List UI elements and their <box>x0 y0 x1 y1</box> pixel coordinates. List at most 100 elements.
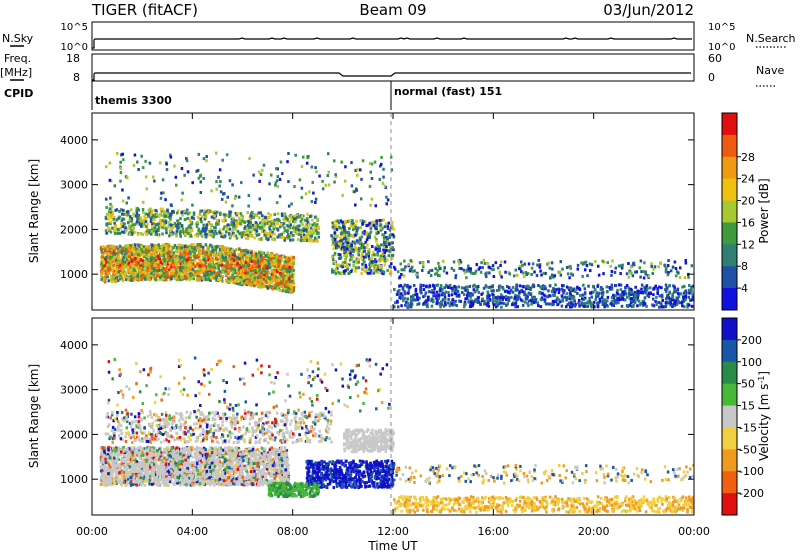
power-echo <box>210 261 214 265</box>
power-echo <box>179 217 182 221</box>
power-echo <box>384 248 388 252</box>
power-echo <box>233 281 237 285</box>
power-echo <box>196 168 200 172</box>
power-echo <box>195 243 199 247</box>
power-echo <box>105 212 109 216</box>
power-echo <box>281 272 284 276</box>
power-echo <box>117 270 121 274</box>
power-echo <box>108 255 112 259</box>
power-echo <box>572 298 576 302</box>
power-echo <box>290 234 293 238</box>
power-echo <box>254 264 257 268</box>
power-echo <box>142 270 145 274</box>
power-echo <box>268 182 271 186</box>
power-echo <box>128 218 131 222</box>
power-echo <box>275 255 279 259</box>
power-echo <box>252 264 256 268</box>
power-echo <box>285 216 288 220</box>
power-echo <box>163 271 166 275</box>
power-echo <box>221 249 224 253</box>
power-echo <box>639 291 643 295</box>
power-echo <box>406 301 410 305</box>
power-echo <box>211 276 215 280</box>
power-echo <box>333 159 336 163</box>
power-echo <box>629 301 633 305</box>
power-echo <box>209 278 212 282</box>
power-echo <box>256 258 259 262</box>
power-echo <box>382 175 385 179</box>
power-echo <box>259 258 262 262</box>
power-echo <box>275 179 279 183</box>
power-echo <box>164 271 168 275</box>
power-echo <box>416 295 419 299</box>
power-echo <box>234 279 237 283</box>
power-echo <box>290 288 294 292</box>
power-echo <box>208 277 211 281</box>
power-echo <box>278 177 282 181</box>
power-echo <box>151 244 154 248</box>
power-echo <box>145 250 148 254</box>
power-echo <box>140 224 143 228</box>
power-echo <box>271 219 274 223</box>
power-echo <box>228 275 232 279</box>
power-echo <box>212 252 216 256</box>
power-echo <box>459 299 463 303</box>
power-echo <box>213 216 216 220</box>
radar-title: TIGER (fitACF) <box>91 1 198 19</box>
power-echo <box>264 234 268 238</box>
power-echo <box>249 214 252 218</box>
power-echo <box>682 299 686 303</box>
power-echo <box>170 223 173 227</box>
power-echo <box>258 264 261 268</box>
power-echo <box>364 265 368 269</box>
power-echo <box>664 283 668 287</box>
power-echo <box>157 214 161 218</box>
power-echo <box>383 242 386 246</box>
power-echo <box>129 248 132 252</box>
power-echo <box>184 232 187 236</box>
power-echo <box>339 231 343 235</box>
power-echo <box>361 251 365 255</box>
power-echo <box>229 234 232 238</box>
power-echo <box>142 253 145 257</box>
power-echo <box>139 252 143 256</box>
power-echo <box>131 229 135 233</box>
power-echo <box>349 224 353 228</box>
power-echo <box>260 225 264 229</box>
power-echo <box>393 287 396 291</box>
power-echo <box>189 220 192 224</box>
power-echo <box>527 286 530 290</box>
power-echo <box>146 257 149 261</box>
power-echo <box>278 261 281 265</box>
power-echo <box>240 249 243 253</box>
power-echo <box>348 263 351 267</box>
power-echo <box>388 245 392 249</box>
power-echo <box>366 267 369 271</box>
power-echo <box>231 270 235 274</box>
power-echo <box>658 285 661 289</box>
power-echo <box>690 298 694 302</box>
power-echo <box>383 256 387 260</box>
power-echo <box>676 301 680 305</box>
power-echo <box>270 233 274 237</box>
power-echo <box>439 288 443 292</box>
power-echo <box>428 284 431 288</box>
power-echo <box>276 218 279 222</box>
power-echo <box>651 303 654 307</box>
power-echo <box>193 253 196 257</box>
power-echo <box>171 258 174 262</box>
power-echo <box>212 274 216 278</box>
power-echo <box>206 246 209 250</box>
power-echo <box>354 203 357 207</box>
power-echo <box>109 179 113 183</box>
power-echo <box>261 168 264 172</box>
power-echo <box>163 217 166 221</box>
power-echo <box>109 251 113 255</box>
power-echo <box>181 248 185 252</box>
power-echo <box>162 253 165 257</box>
power-echo <box>218 184 221 188</box>
power-echo <box>148 263 151 267</box>
power-echo <box>333 231 337 235</box>
power-echo <box>121 225 125 229</box>
